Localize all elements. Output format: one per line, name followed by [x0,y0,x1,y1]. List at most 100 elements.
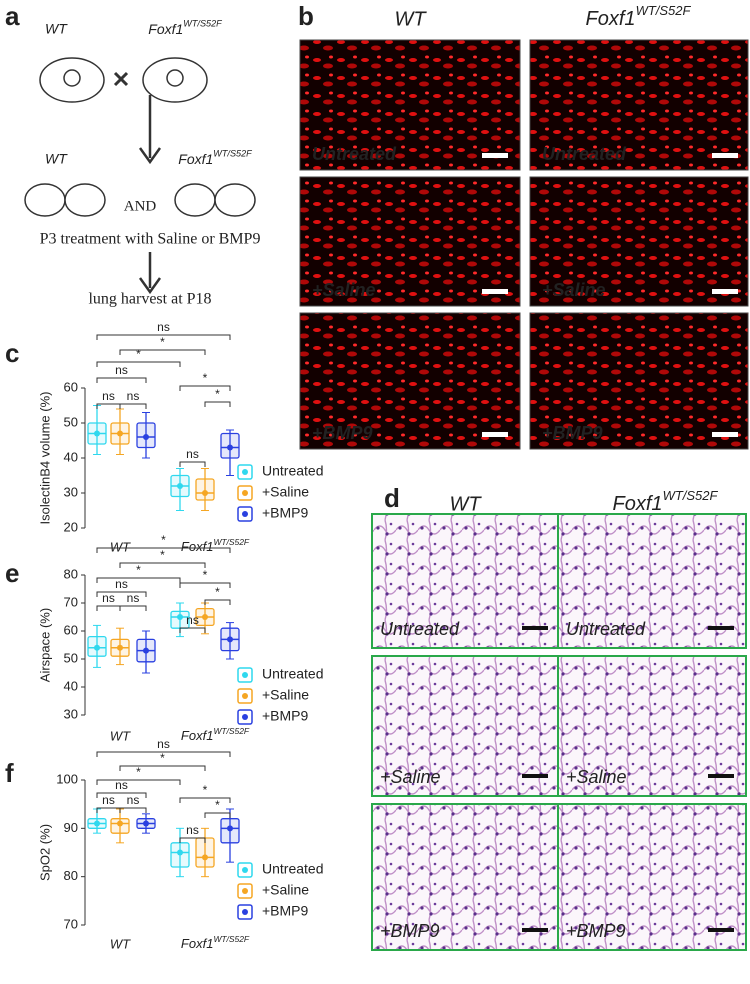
x-tick-label: WT [110,728,131,743]
panel-d-images [371,513,747,951]
median-dot [177,849,183,856]
significance-label: ns [102,591,115,605]
column-title: WT [394,8,427,30]
median-dot [94,820,100,827]
legend-dot [242,909,248,915]
scale-bar [522,928,548,932]
significance-bracket [96,403,121,409]
y-tick-label: 70 [64,594,78,609]
x-tick-label-base: Foxf1 [181,539,214,554]
image-label: +Saline [542,280,606,300]
significance-bracket [179,837,206,843]
significance-label: * [160,751,165,765]
significance-bracket [96,377,147,383]
significance-label: * [160,335,165,349]
image-label: +Saline [380,767,441,787]
image-label: +BMP9 [542,423,603,443]
legend-box [237,464,253,480]
scale-bar [522,774,548,778]
significance-label: ns [157,320,170,334]
y-axis-label: SpO2 (%) [37,824,52,881]
x-tick-label-sup: WT/S52F [213,726,249,736]
significance-label: ns [127,591,140,605]
significance-bracket [179,385,231,391]
significance-bracket [204,812,231,818]
significance-bracket [119,562,206,568]
genotype-label: Foxf1WT/S52F [148,19,222,37]
significance-label: * [215,798,220,812]
legend-dot [242,469,248,475]
y-tick-label: 50 [64,414,78,429]
median-dot [117,644,123,651]
panel-label: b [298,1,314,31]
median-dot [227,825,233,832]
median-dot [202,490,208,496]
legend-label: +BMP9 [262,903,309,919]
x-tick-label-base: Foxf1 [181,936,214,951]
significance-bracket [96,751,231,757]
significance-bracket [96,547,231,553]
y-axis-label: IsolectinB4 volume (%) [37,392,52,525]
genotype-label-base: Foxf1 [148,21,183,37]
x-tick-label: WT [110,936,131,951]
median-dot [94,430,100,437]
significance-bracket [179,582,231,588]
significance-label: ns [102,389,115,403]
y-tick-label: 30 [64,484,78,499]
legend-box [237,883,253,899]
median-dot [143,434,149,440]
genotype-label-sup: WT/S52F [183,19,222,29]
image-label: Untreated [380,619,460,639]
significance-label: * [136,765,141,779]
significance-bracket [119,765,206,771]
significance-label: ns [157,737,170,751]
y-tick-label: 60 [64,379,78,394]
significance-label: * [215,585,220,599]
image-label: Untreated [312,144,397,164]
significance-bracket [179,797,231,803]
panel-label: a [5,1,20,31]
x-tick-label: Foxf1WT/S52F [181,726,250,743]
y-tick-label: 90 [64,820,78,835]
legend-dot [242,867,248,873]
legend-dot [242,693,248,699]
y-tick-label: 50 [64,650,78,665]
significance-bracket [204,599,231,605]
genotype-label: Foxf1WT/S52F [178,149,252,167]
scale-bar [712,289,738,294]
median-dot [94,644,100,651]
legend-label: +BMP9 [262,708,309,724]
legend-dot [242,888,248,894]
significance-bracket [96,591,147,597]
significance-label: ns [186,447,199,461]
x-tick-label: Foxf1WT/S52F [181,537,250,554]
x-tick-label: Foxf1WT/S52F [181,934,250,951]
significance-label: ns [102,793,115,807]
legend-box [237,667,253,683]
scale-bar [712,432,738,437]
scale-bar [482,153,508,158]
column-title: Foxf1WT/S52F [613,488,719,515]
significance-label: ns [115,778,128,792]
image-label: +BMP9 [312,423,373,443]
genotype-label: WT [45,151,68,167]
harvest-label: lung harvest at P18 [88,291,211,308]
legend-dot [242,511,248,517]
legend-box [237,904,253,920]
y-tick-label: 80 [64,868,78,883]
x-tick-label-base: Foxf1 [181,728,214,743]
genotype-label: WT [45,21,68,37]
legend-label: +BMP9 [262,505,309,521]
y-tick-label: 40 [64,678,78,693]
significance-bracket [96,334,231,340]
legend-dot [242,714,248,720]
significance-label: * [203,371,208,385]
image-label: Untreated [542,144,627,164]
median-dot [117,820,123,827]
median-dot [202,614,208,620]
legend-box [237,709,253,725]
significance-label: ns [186,823,199,837]
scale-bar [708,626,734,630]
median-dot [227,636,233,643]
